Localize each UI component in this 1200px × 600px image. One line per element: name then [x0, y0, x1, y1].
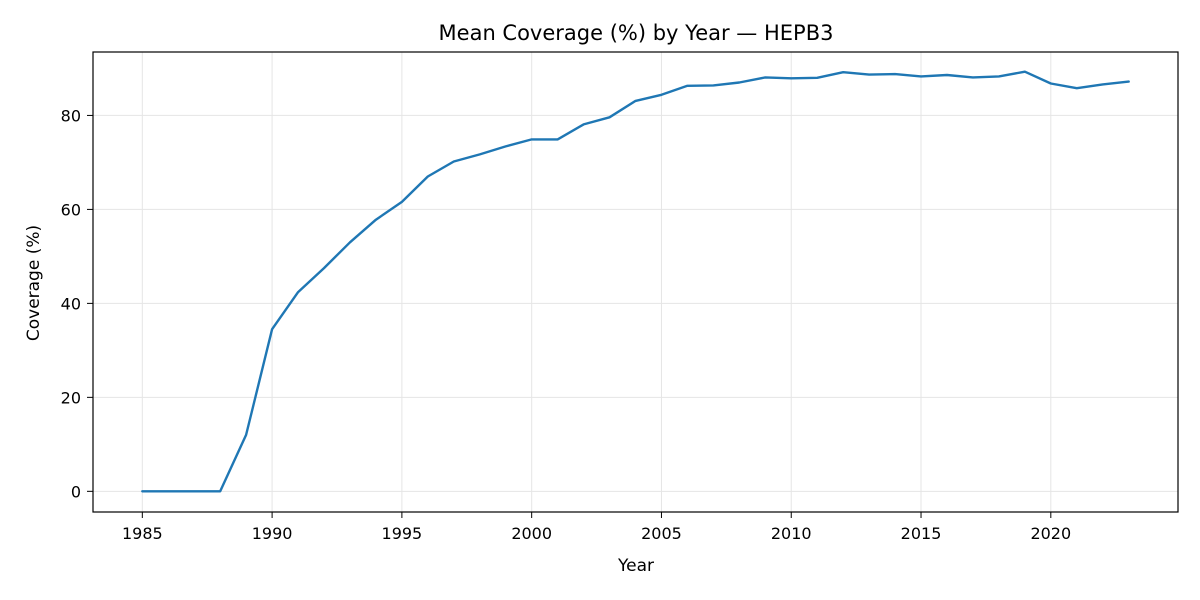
y-tick-label: 80 [61, 106, 81, 125]
y-axis: 0 20 40 60 80 [61, 106, 93, 501]
x-axis: 1985 1990 1995 2000 2005 2010 2015 2020 [122, 512, 1071, 543]
chart-title: Mean Coverage (%) by Year — HEPB3 [439, 21, 834, 45]
x-tick-label: 2005 [641, 524, 682, 543]
plot-frame [92, 51, 1179, 513]
x-tick-label: 1990 [252, 524, 293, 543]
y-tick-label: 60 [61, 200, 81, 219]
x-tick-label: 2000 [511, 524, 552, 543]
grid-lines [93, 52, 1178, 512]
y-tick-label: 40 [61, 294, 81, 313]
y-tick-label: 20 [61, 388, 81, 407]
x-tick-label: 2010 [771, 524, 812, 543]
series-line [141, 70, 1130, 493]
x-tick-label: 2015 [901, 524, 942, 543]
y-axis-label: Coverage (%) [24, 225, 44, 341]
y-tick-label: 0 [71, 482, 81, 501]
series-group [141, 70, 1130, 493]
x-tick-label: 2020 [1030, 524, 1071, 543]
x-tick-label: 1985 [122, 524, 163, 543]
x-axis-label: Year [617, 556, 654, 576]
x-tick-label: 1995 [382, 524, 423, 543]
